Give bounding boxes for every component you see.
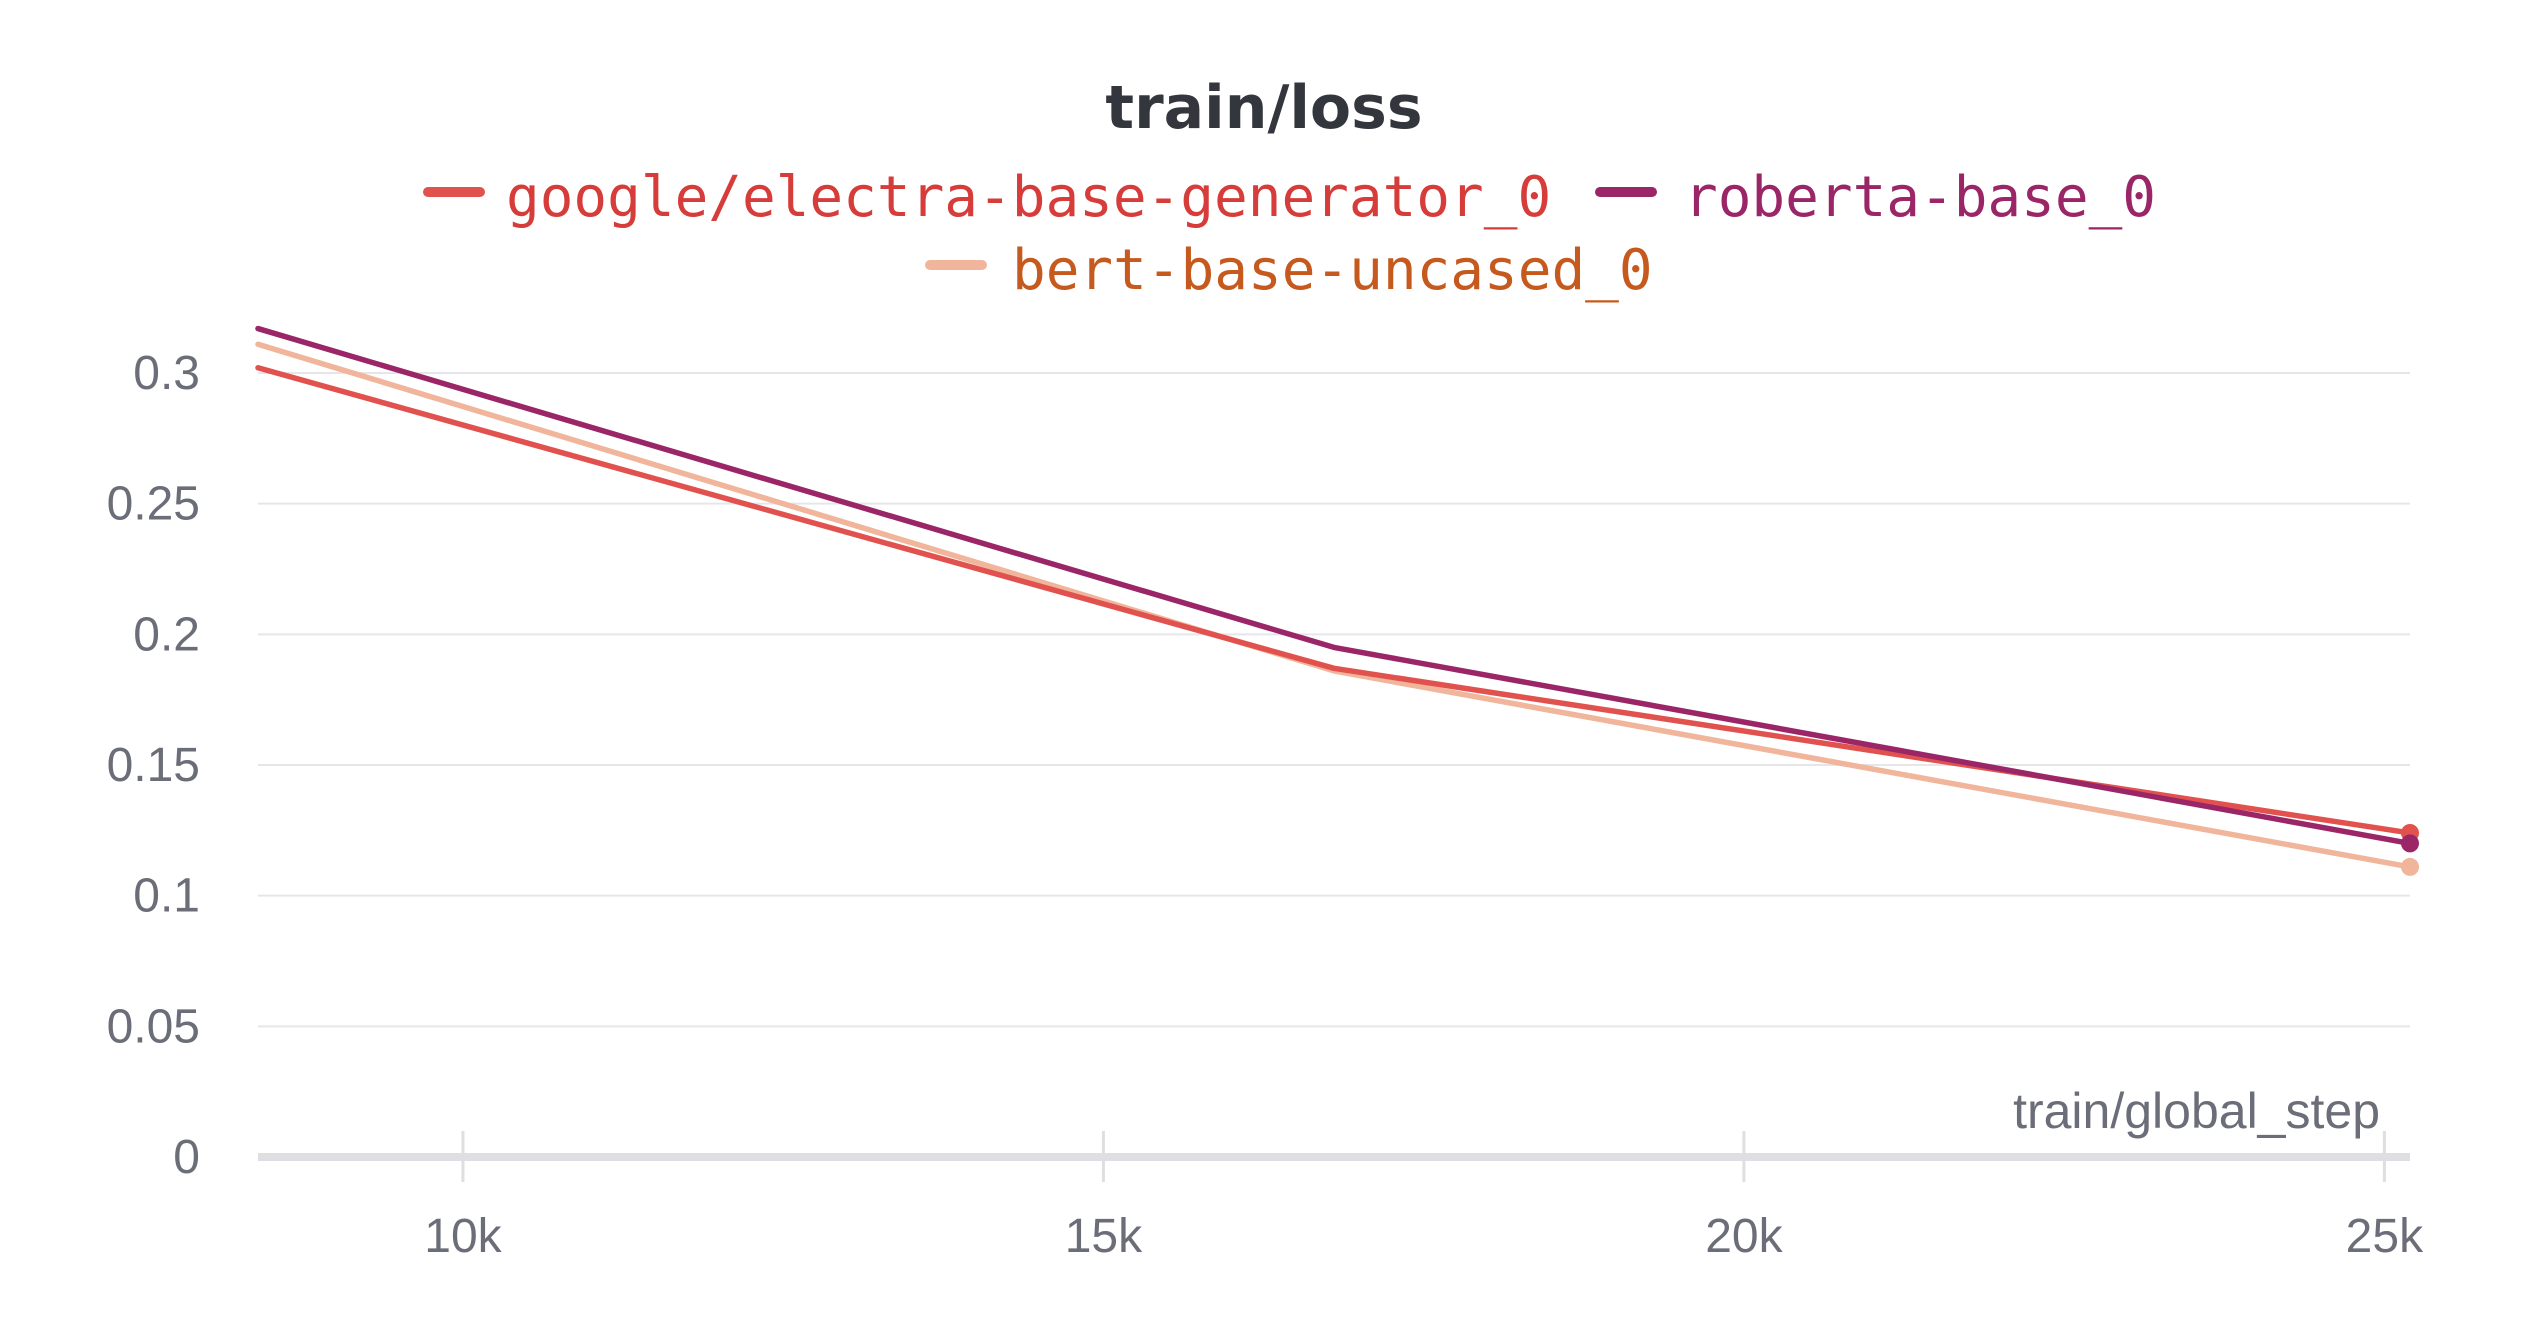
series-endpoint-marker — [2401, 857, 2419, 876]
y-axis: 0 0.05 0.1 0.15 0.2 0.25 0.3 — [107, 347, 200, 1184]
legend-label: bert-base-uncased_0 — [1012, 238, 1653, 303]
series-line — [255, 365, 2413, 836]
y-tick-label: 0.15 — [107, 739, 200, 792]
legend-label: roberta-base_0 — [1684, 165, 2156, 230]
series-endpoint-marker — [2401, 834, 2419, 853]
legend-label: google/electra-base-generator_0 — [506, 165, 1551, 230]
y-tick-label: 0.25 — [107, 478, 200, 531]
y-tick-label: 0 — [173, 1131, 200, 1184]
y-tick-label: 0.2 — [133, 608, 200, 661]
series-line — [255, 325, 2413, 847]
x-tick-label: 15k — [1065, 1210, 1143, 1263]
x-axis: 10k 15k 20k 25k — [258, 1131, 2424, 1263]
grid-lines — [258, 372, 2410, 1028]
series-lines — [255, 325, 2419, 876]
x-tick-label: 10k — [424, 1210, 502, 1263]
x-axis-title: train/global_step — [2013, 1083, 2380, 1139]
y-tick-label: 0.05 — [107, 1000, 200, 1053]
y-tick-label: 0.1 — [133, 870, 200, 923]
chart-title: train/loss — [1105, 73, 1422, 143]
y-tick-label: 0.3 — [133, 347, 200, 400]
legend: google/electra-base-generator_0 roberta-b… — [423, 165, 2156, 303]
x-tick-label: 25k — [2346, 1210, 2424, 1263]
x-tick-label: 20k — [1705, 1210, 1783, 1263]
